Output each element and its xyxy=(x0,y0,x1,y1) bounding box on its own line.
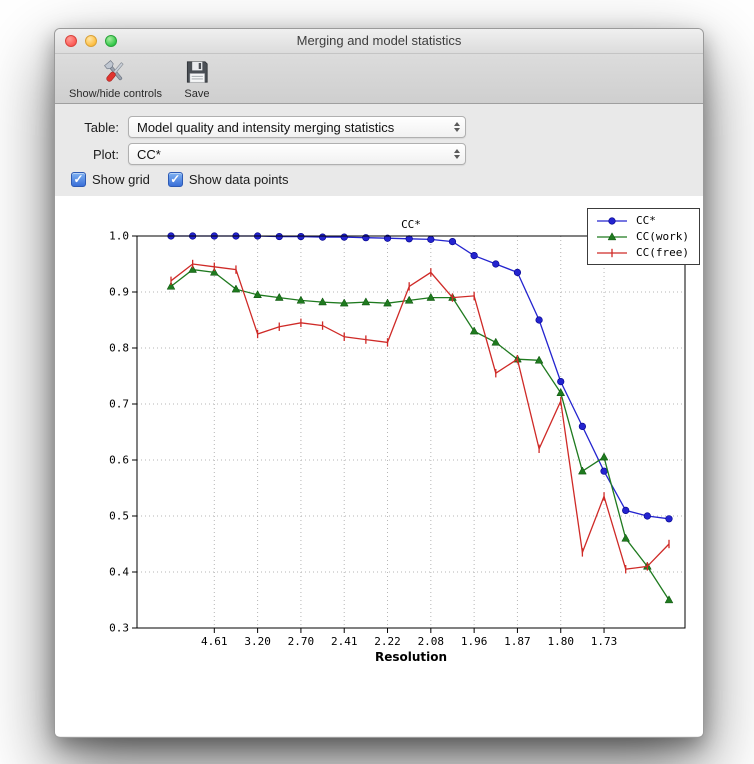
table-label: Table: xyxy=(84,119,119,135)
triangle-marker-icon xyxy=(597,231,628,240)
checkbox-checked-icon: ✓ xyxy=(71,172,86,187)
svg-text:0.6: 0.6 xyxy=(109,454,129,467)
svg-text:2.70: 2.70 xyxy=(288,635,315,648)
show-grid-checkbox[interactable]: ✓ Show grid xyxy=(71,172,150,187)
chart-legend: CC* CC(work) CC(free) xyxy=(587,208,700,265)
svg-text:0.4: 0.4 xyxy=(109,566,129,579)
svg-text:2.41: 2.41 xyxy=(331,635,358,648)
table-select[interactable]: Model quality and intensity merging stat… xyxy=(128,116,466,138)
legend-entry: CC(free) xyxy=(595,246,689,259)
tools-icon xyxy=(104,60,125,82)
toolbar: Show/hide controls Save xyxy=(55,54,703,104)
checkboxes-row: ✓ Show grid ✓ Show data points xyxy=(71,172,687,187)
svg-text:0.3: 0.3 xyxy=(109,622,129,635)
svg-text:0.5: 0.5 xyxy=(109,510,129,523)
legend-entry: CC* xyxy=(595,214,689,227)
zoom-button[interactable] xyxy=(105,35,117,47)
svg-text:2.22: 2.22 xyxy=(374,635,401,648)
svg-text:1.73: 1.73 xyxy=(591,635,618,648)
plot-label: Plot: xyxy=(92,146,119,162)
show-hide-controls-label: Show/hide controls xyxy=(69,88,162,100)
checkbox-checked-icon: ✓ xyxy=(167,172,183,187)
show-grid-label: Show grid xyxy=(92,172,150,187)
save-button[interactable]: Save xyxy=(182,57,212,100)
show-data-points-label: Show data points xyxy=(188,172,289,187)
dropdown-arrows-icon xyxy=(454,122,460,132)
show-hide-controls-button[interactable]: Show/hide controls xyxy=(69,57,162,100)
minimize-button[interactable] xyxy=(85,35,97,47)
svg-text:Resolution: Resolution xyxy=(375,650,447,664)
figure: 0.3 0.4 0.5 0.6 0.7 0.8 0.9 1.0 4.61 3.20 2.70 2.41… xyxy=(55,196,703,736)
svg-text:0.9: 0.9 xyxy=(109,286,129,299)
close-button[interactable] xyxy=(65,35,77,47)
chart: 0.3 0.4 0.5 0.6 0.7 0.8 0.9 1.0 4.61 3.20 2.70 2.41… xyxy=(109,218,686,664)
window-controls xyxy=(65,35,117,47)
dropdown-arrows-icon xyxy=(454,149,460,159)
plot-select[interactable]: CC* xyxy=(128,143,466,165)
legend-entry: CC(work) xyxy=(595,230,689,243)
controls-panel: Table: Model quality and intensity mergi… xyxy=(55,104,703,196)
save-icon xyxy=(186,61,208,83)
svg-text:3.20: 3.20 xyxy=(244,635,271,648)
window: Merging and model statistics Show/hide c… xyxy=(54,28,704,738)
legend-label: CC* xyxy=(636,214,656,227)
vtick-marker-icon xyxy=(597,248,628,257)
svg-text:4.61: 4.61 xyxy=(201,635,228,648)
save-label: Save xyxy=(184,88,210,100)
svg-text:0.8: 0.8 xyxy=(109,342,129,355)
window-title: Merging and model statistics xyxy=(296,33,462,48)
table-select-value: Model quality and intensity merging stat… xyxy=(137,119,395,135)
svg-text:2.08: 2.08 xyxy=(418,635,445,648)
svg-text:CC*: CC* xyxy=(401,218,421,231)
svg-text:1.0: 1.0 xyxy=(109,230,129,243)
legend-label: CC(work) xyxy=(636,230,689,243)
svg-text:1.80: 1.80 xyxy=(547,635,574,648)
table-row: Table: Model quality and intensity mergi… xyxy=(71,116,687,138)
svg-text:1.87: 1.87 xyxy=(504,635,531,648)
circle-marker-icon xyxy=(597,216,628,225)
plot-select-value: CC* xyxy=(137,146,161,162)
show-data-points-checkbox[interactable]: ✓ Show data points xyxy=(167,172,289,187)
plot-row: Plot: CC* xyxy=(71,143,687,165)
titlebar: Merging and model statistics xyxy=(55,29,703,54)
legend-label: CC(free) xyxy=(636,246,689,259)
svg-text:0.7: 0.7 xyxy=(109,398,129,411)
svg-text:1.96: 1.96 xyxy=(461,635,488,648)
